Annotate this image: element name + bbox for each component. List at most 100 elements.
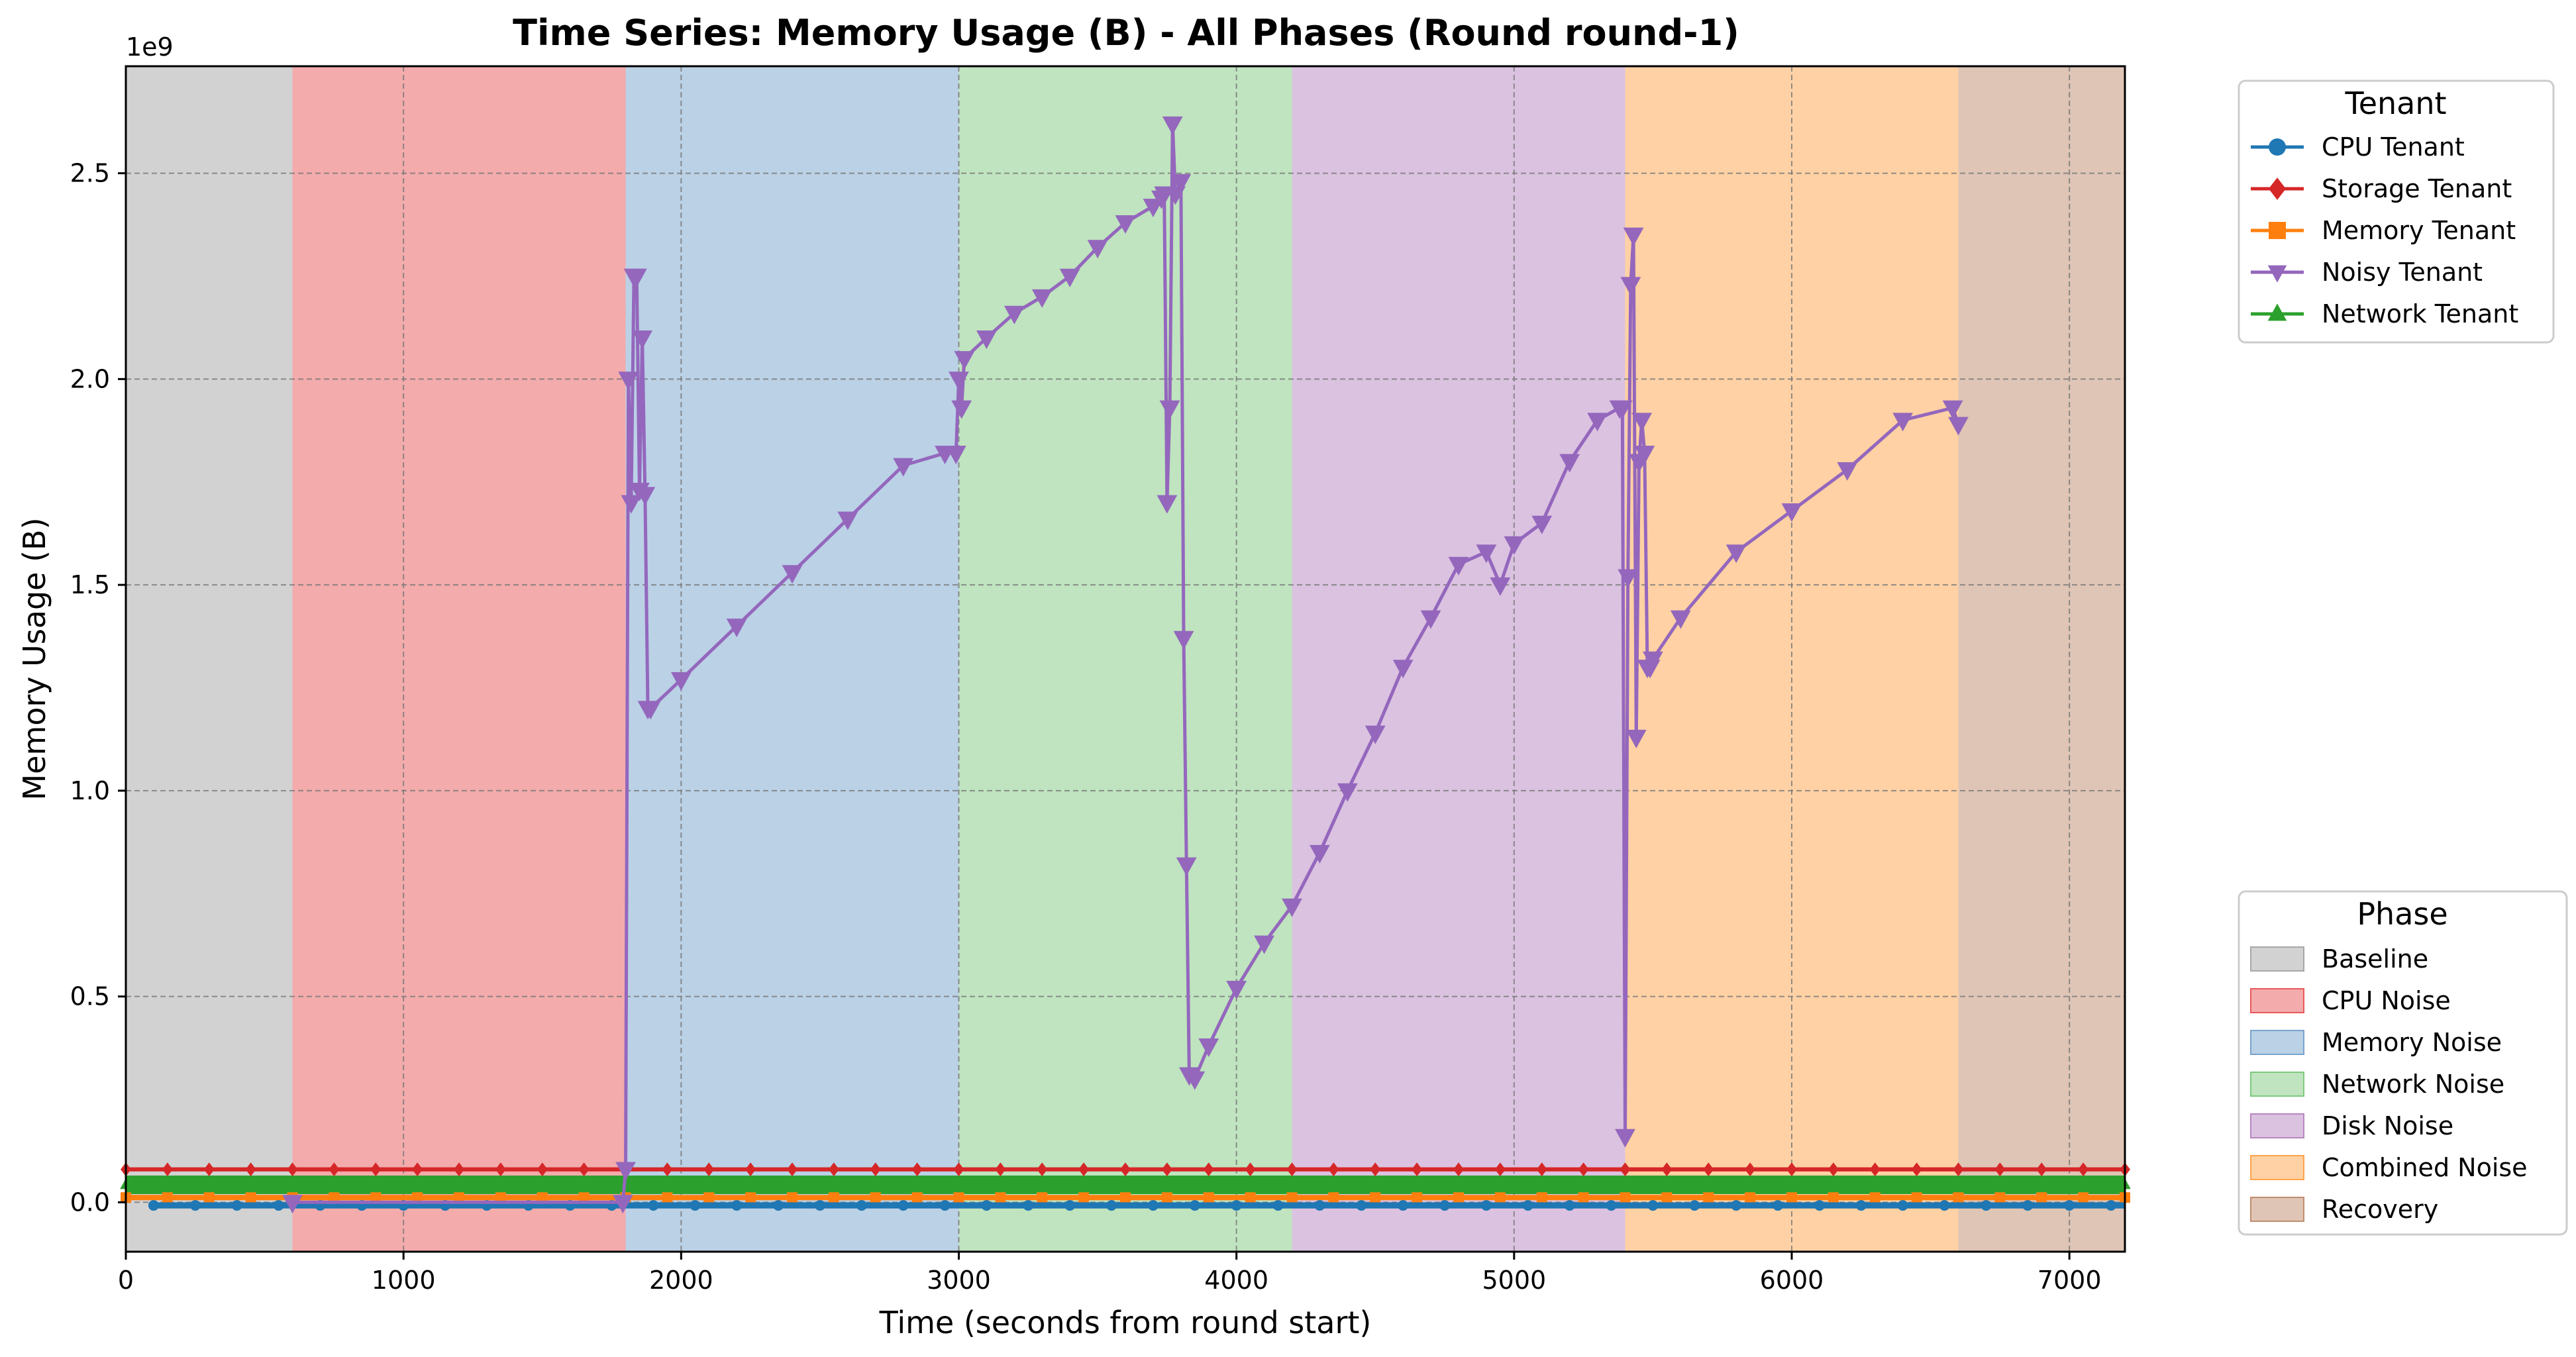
series-noisy-tenant-point <box>1184 1071 1206 1090</box>
series-memory-tenant-point <box>828 1192 839 1203</box>
series-noisy-tenant-point <box>976 330 997 350</box>
series-noisy-tenant-point <box>726 619 747 638</box>
series-cpu-tenant-point <box>1398 1200 1409 1211</box>
series-storage-tenant-point <box>828 1162 839 1177</box>
series-storage-tenant-point <box>2078 1162 2089 1177</box>
series-noisy-tenant-point <box>1059 268 1080 287</box>
tenant-legend: Tenant CPU Tenant Storage Tenant Memory Te… <box>2238 79 2555 344</box>
series-storage-tenant-point <box>1161 1162 1172 1177</box>
series-storage-tenant-point <box>2036 1162 2047 1177</box>
series-noisy-tenant-point <box>1837 462 1858 481</box>
series-storage-tenant-point <box>1037 1162 1048 1177</box>
series-noisy-tenant-point <box>1781 503 1802 523</box>
series-cpu-tenant-point <box>1647 1200 1659 1211</box>
series-storage-tenant-point <box>245 1162 256 1177</box>
series-memory-tenant-point <box>1120 1192 1131 1203</box>
series-network-tenant-point <box>953 1178 965 1189</box>
series-cpu-tenant-point <box>1689 1200 1700 1211</box>
series-storage-tenant-point <box>1412 1162 1423 1177</box>
series-storage-tenant-point <box>870 1162 881 1177</box>
series-storage-tenant-point <box>495 1162 506 1177</box>
series-storage-tenant-point <box>578 1162 590 1177</box>
series-network-tenant-point <box>370 1178 382 1189</box>
phase-legend-label: CPU Noise <box>2322 986 2451 1015</box>
series-cpu-tenant-point <box>148 1200 159 1211</box>
series-network-tenant <box>120 1176 2131 1194</box>
phase-legend-label: Network Noise <box>2322 1070 2504 1099</box>
series-memory-tenant-point <box>870 1192 881 1203</box>
series-memory-tenant-point <box>1994 1192 2006 1203</box>
series-network-tenant-point <box>1910 1178 1923 1189</box>
series-network-tenant-point <box>1161 1178 1173 1189</box>
series-storage-tenant-point <box>1620 1162 1631 1177</box>
series-network-tenant-point <box>661 1178 674 1189</box>
series-noisy-tenant-point <box>1892 413 1914 432</box>
phase-legend-item: Memory Noise <box>2250 1028 2502 1057</box>
tenant-legend-title: Tenant <box>2344 85 2446 121</box>
series-network-tenant-point <box>203 1178 215 1189</box>
series-noisy-tenant-point <box>282 1195 303 1214</box>
phase-legend-swatch <box>2250 1197 2304 1222</box>
phase-legend-swatch <box>2250 1072 2304 1097</box>
series-cpu-tenant-point <box>1147 1200 1159 1211</box>
series-noisy-tenant-point <box>632 330 653 350</box>
series-noisy-tenant-point <box>1087 240 1108 259</box>
series-cpu-tenant-point <box>2022 1200 2034 1211</box>
series-storage-tenant-point <box>1786 1162 1797 1177</box>
series-noisy-tenant-point <box>1615 1129 1635 1148</box>
series-noisy-tenant-point <box>1176 857 1197 876</box>
series-noisy-tenant-point <box>949 372 969 391</box>
phase-band-network-noise <box>958 66 1292 1252</box>
series-noisy-tenant-point <box>893 458 914 477</box>
series-noisy-tenant-point <box>1634 446 1655 465</box>
series-storage-tenant-point <box>1869 1162 1880 1177</box>
series-network-tenant-point <box>1702 1178 1715 1189</box>
series-memory-tenant-point <box>703 1192 715 1203</box>
series-noisy-tenant-point <box>1476 544 1497 564</box>
series-noisy-tenant-point <box>615 1162 636 1181</box>
x-axis-label: Time (seconds from round start) <box>879 1305 1372 1340</box>
series-storage-tenant-point <box>745 1162 756 1177</box>
series-cpu-tenant-point <box>773 1200 784 1211</box>
series-network-tenant-point <box>578 1178 590 1189</box>
series-noisy-tenant-point <box>1559 454 1580 473</box>
series-memory-tenant-point <box>911 1192 923 1203</box>
series-noisy-tenant-point <box>837 511 858 530</box>
series-storage-tenant-point <box>1536 1162 1547 1177</box>
series-cpu-tenant-point <box>1231 1200 1242 1211</box>
x-tick-label: 4000 <box>1204 1266 1268 1295</box>
series-storage-tenant-point <box>1286 1162 1298 1177</box>
series-cpu-tenant-point <box>2106 1200 2117 1211</box>
series-memory-tenant-point <box>662 1192 673 1203</box>
series-memory-tenant-point <box>1703 1192 1714 1203</box>
series-memory-tenant-point <box>1412 1192 1423 1203</box>
series-memory-tenant-point <box>1494 1192 1506 1203</box>
series-storage-tenant-point <box>1994 1162 2006 1177</box>
series-memory-tenant-point <box>537 1192 548 1203</box>
series-memory-tenant-point <box>995 1192 1006 1203</box>
series-storage-tenant-point <box>1661 1162 1673 1177</box>
series-memory-tenant-point <box>454 1192 464 1203</box>
series-storage-tenant-point <box>1494 1162 1506 1177</box>
series-memory-tenant-point <box>578 1192 590 1203</box>
series-network-tenant-point <box>1411 1178 1423 1189</box>
series-storage-tenant-point <box>287 1162 298 1177</box>
series-memory-tenant-point <box>162 1192 173 1203</box>
series-noisy-tenant-line <box>292 122 1960 1204</box>
y-tick-label: 0.0 <box>70 1187 110 1217</box>
series-network-tenant-point <box>1535 1178 1548 1189</box>
series-noisy-tenant-point <box>1620 277 1641 296</box>
tenant-legend-label: Network Tenant <box>2322 299 2518 328</box>
phase-legend-swatch <box>2250 1113 2304 1138</box>
tenant-legend-item: Storage Tenant <box>2251 174 2512 203</box>
phase-legend-item: Baseline <box>2250 944 2428 974</box>
series-memory-tenant-point <box>2036 1192 2047 1203</box>
tenant-legend-label: Storage Tenant <box>2322 174 2512 203</box>
phase-band-recovery <box>1958 66 2125 1252</box>
y-tick-label: 0.5 <box>70 982 110 1011</box>
series-network-tenant-point <box>411 1178 423 1189</box>
series-storage-tenant-point <box>1703 1162 1714 1177</box>
series-cpu-tenant-point <box>981 1200 992 1211</box>
series-noisy-tenant-point <box>612 1195 633 1214</box>
